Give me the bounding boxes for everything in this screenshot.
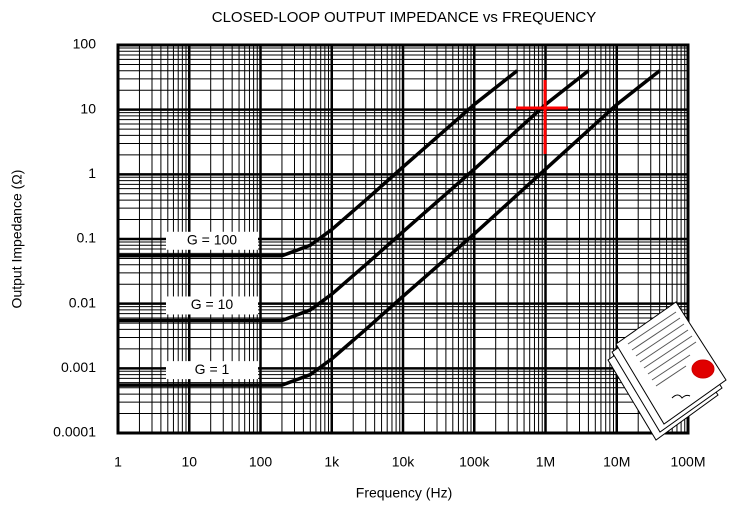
y-tick-label: 10 (80, 100, 96, 116)
series-label: G = 100 (187, 231, 237, 247)
plot-area: 1 10 100 1k 10k 100k 1M 10M 100M 100 10 1 0.1 0.01 0.0… (53, 36, 705, 470)
y-tick-label: 1 (88, 165, 96, 181)
x-tick-label: 1M (536, 454, 555, 470)
x-tick-label: 1 (114, 454, 122, 470)
y-tick-label: 100 (73, 36, 97, 52)
chart: CLOSED-LOOP OUTPUT IMPEDANCE vs FREQUENC… (0, 0, 733, 508)
x-tick-label: 10k (392, 454, 416, 470)
x-tick-label: 10M (603, 454, 630, 470)
x-axis-label: Frequency (Hz) (356, 485, 452, 501)
y-tick-label: 0.0001 (53, 424, 96, 440)
x-tick-label: 100 (249, 454, 273, 470)
chart-title: CLOSED-LOOP OUTPUT IMPEDANCE vs FREQUENC… (212, 9, 597, 26)
y-axis-label: Output Impedance (Ω) (9, 170, 25, 309)
x-tick-label: 10 (181, 454, 197, 470)
x-tick-label: 100k (459, 454, 490, 470)
x-tick-label: 100M (670, 454, 705, 470)
x-tick-label: 1k (324, 454, 340, 470)
y-tick-label: 0.1 (77, 230, 97, 246)
y-tick-label: 0.01 (69, 294, 96, 310)
series-label: G = 10 (191, 296, 234, 312)
series-label: G = 1 (195, 361, 230, 377)
y-tick-label: 0.001 (61, 359, 96, 375)
